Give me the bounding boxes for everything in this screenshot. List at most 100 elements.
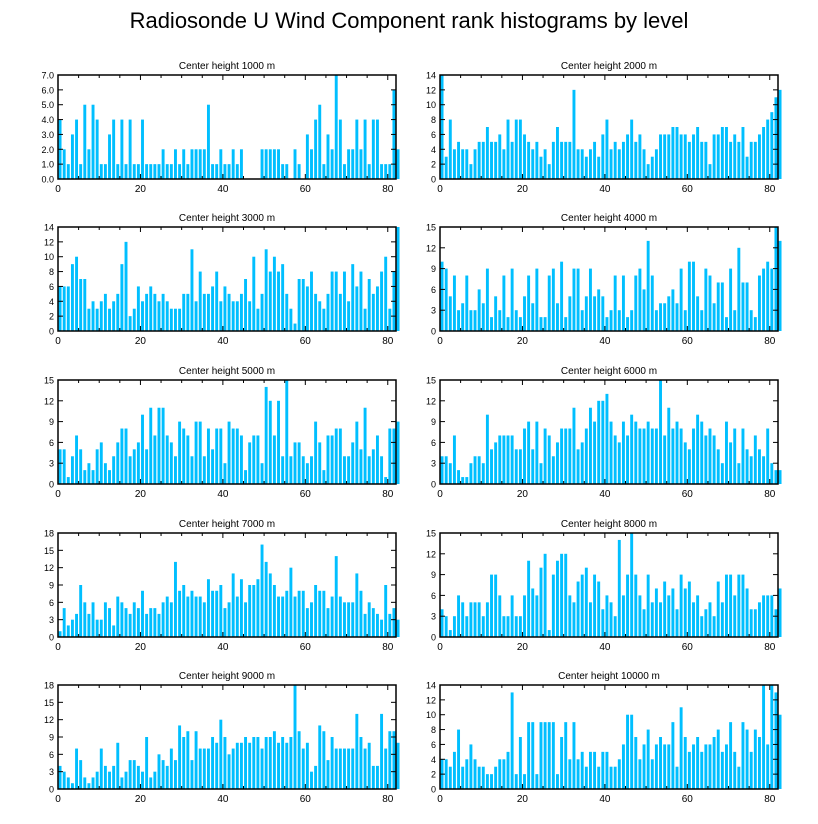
histogram-bar: [99, 301, 103, 331]
histogram-bar: [452, 751, 456, 789]
histogram-bar: [141, 590, 144, 637]
y-tick-label: 14: [426, 681, 436, 691]
histogram-bar: [457, 310, 461, 331]
histogram-bar: [696, 414, 700, 484]
plot-frame: [439, 532, 779, 638]
histogram-bar: [223, 737, 227, 789]
histogram-bar: [588, 407, 592, 484]
histogram-bar: [380, 619, 384, 637]
histogram-bar: [547, 164, 551, 179]
histogram-bar: [338, 119, 342, 179]
histogram-bar: [696, 737, 700, 789]
histogram-panel: Center height 5000 m 0 20 40 60 80 0 3 6 9 12 15: [44, 366, 400, 500]
histogram-bar: [301, 456, 305, 484]
histogram-bar: [704, 141, 708, 179]
histogram-bar: [301, 748, 305, 789]
x-tick-label: 80: [764, 794, 776, 805]
histogram-bar: [634, 574, 638, 637]
histogram-bar: [108, 771, 111, 789]
histogram-bar: [128, 613, 132, 637]
histogram-bar: [219, 149, 223, 179]
histogram-bar: [766, 595, 770, 637]
histogram-bar: [539, 567, 543, 637]
histogram-bar: [293, 596, 297, 637]
histogram-bar: [322, 470, 326, 484]
y-tick-label: 6: [49, 750, 54, 760]
histogram-bar: [231, 428, 235, 484]
histogram-bar: [272, 256, 276, 331]
histogram-bar: [231, 748, 235, 789]
histogram-bar: [116, 293, 120, 331]
histogram-bar: [745, 282, 749, 331]
histogram-bar: [297, 731, 301, 789]
histogram-bar: [396, 619, 400, 637]
x-tick-label: 40: [599, 336, 611, 347]
histogram-bar: [774, 470, 778, 484]
histogram-bar: [252, 585, 256, 637]
x-tick-label: 80: [382, 336, 394, 347]
histogram-bar: [683, 737, 687, 789]
histogram-bar: [749, 751, 753, 789]
histogram-bar: [338, 428, 342, 484]
y-tick-label: 2.0: [41, 145, 54, 155]
histogram-bar: [161, 149, 165, 179]
histogram-bar: [318, 725, 322, 789]
histogram-bar: [66, 286, 70, 331]
histogram-bar: [194, 596, 198, 637]
histogram-bar: [124, 608, 128, 637]
histogram-bar: [638, 428, 642, 484]
histogram-bar: [543, 553, 547, 637]
histogram-bar: [211, 164, 215, 179]
histogram-bar: [359, 149, 363, 179]
histogram-bar: [62, 771, 66, 789]
histogram-bar: [654, 588, 658, 637]
histogram-bar: [272, 149, 276, 179]
panel-title: Center height 4000 m: [561, 213, 657, 224]
histogram-bar: [626, 574, 630, 637]
histogram-bar: [66, 625, 70, 637]
histogram-bar: [248, 585, 252, 637]
histogram-bar: [679, 707, 683, 789]
histogram-bar: [531, 449, 535, 484]
histogram-bar: [650, 759, 654, 789]
histogram-bar: [523, 428, 526, 484]
histogram-bar: [716, 134, 720, 179]
histogram-bar: [83, 777, 87, 789]
histogram-bar: [223, 608, 227, 637]
y-tick-label: 15: [426, 376, 436, 386]
histogram-bar: [547, 435, 551, 484]
histogram-bar: [355, 119, 359, 179]
histogram-bar: [305, 463, 309, 484]
histogram-bar: [198, 149, 202, 179]
histogram-bar: [770, 595, 774, 637]
histogram-bar: [576, 268, 580, 331]
histogram-bar: [671, 127, 675, 179]
histogram-bar: [314, 293, 318, 331]
histogram-bar: [498, 435, 502, 484]
histogram-bar: [215, 742, 219, 789]
histogram-bar: [465, 477, 469, 484]
x-tick-label: 0: [55, 336, 61, 347]
y-tick-label: 0: [431, 327, 436, 337]
histogram-bar: [630, 310, 634, 331]
histogram-bar: [679, 134, 683, 179]
histogram-bar: [264, 386, 268, 484]
histogram-bar: [153, 435, 157, 484]
histogram-bar: [363, 748, 367, 789]
histogram-bar: [256, 308, 260, 331]
histogram-bar: [580, 149, 584, 179]
y-tick-label: 9: [431, 264, 436, 274]
histogram-bar: [469, 164, 473, 179]
histogram-bar: [281, 264, 285, 331]
histogram-bar: [473, 759, 477, 789]
x-tick-label: 40: [217, 336, 229, 347]
histogram-bar: [568, 296, 572, 331]
y-tick-label: 0: [49, 327, 54, 337]
x-tick-label: 80: [764, 642, 776, 653]
y-tick-label: 10: [426, 710, 436, 720]
histogram-bar: [580, 751, 584, 789]
histogram-bar: [355, 421, 359, 484]
histogram-bar: [334, 75, 338, 179]
histogram-bar: [392, 731, 396, 789]
histogram-bar: [211, 590, 215, 637]
